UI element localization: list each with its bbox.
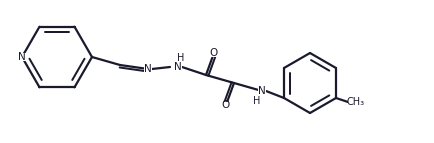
- Text: N: N: [174, 62, 182, 72]
- Text: H: H: [178, 53, 185, 63]
- FancyBboxPatch shape: [258, 88, 266, 95]
- Text: CH₃: CH₃: [347, 97, 365, 107]
- Text: O: O: [210, 48, 218, 58]
- Text: H: H: [253, 96, 261, 106]
- FancyBboxPatch shape: [174, 63, 182, 70]
- Text: N: N: [258, 86, 266, 96]
- Text: O: O: [222, 100, 230, 110]
- FancyBboxPatch shape: [178, 54, 184, 61]
- FancyBboxPatch shape: [348, 98, 364, 106]
- FancyBboxPatch shape: [210, 49, 218, 56]
- FancyBboxPatch shape: [253, 98, 260, 105]
- FancyBboxPatch shape: [17, 53, 26, 61]
- FancyBboxPatch shape: [144, 65, 152, 73]
- FancyBboxPatch shape: [222, 102, 230, 109]
- Text: N: N: [18, 52, 26, 62]
- Text: N: N: [144, 64, 152, 74]
